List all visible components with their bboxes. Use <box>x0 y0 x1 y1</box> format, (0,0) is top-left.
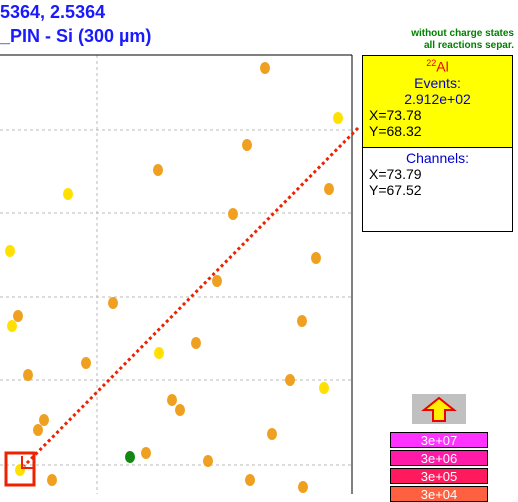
note: all reactions separ. <box>423 40 514 51</box>
value: 2.912e+02 <box>404 90 471 107</box>
channels-box: Channels: X=73.79 Y=67.52 <box>362 147 513 232</box>
dot <box>242 139 252 151</box>
dot <box>63 188 73 200</box>
scale-entry: 3e+07 <box>390 432 488 448</box>
label: Channels: <box>405 150 470 166</box>
dot <box>260 62 270 74</box>
dot <box>7 320 17 332</box>
note: without charge states <box>411 28 514 39</box>
dot <box>141 447 151 459</box>
mass: 22 <box>426 58 437 68</box>
dot <box>47 474 57 486</box>
value: X=73.78 <box>369 106 422 123</box>
dot <box>285 374 295 386</box>
dot <box>5 245 15 257</box>
dot <box>203 455 213 467</box>
arrow-head <box>21 456 34 469</box>
dot <box>13 310 23 322</box>
dot <box>154 347 164 359</box>
dot <box>191 337 201 349</box>
dot <box>81 357 91 369</box>
plot <box>0 54 360 494</box>
dot <box>33 424 43 436</box>
selection <box>4 451 36 487</box>
dot <box>298 481 308 493</box>
scale-entry: 3e+05 <box>390 468 488 484</box>
dots <box>5 62 343 493</box>
info-box: 22Al Events: 2.912e+02 X=73.78 Y=68.32 <box>362 55 513 148</box>
grid <box>0 55 352 494</box>
dot <box>324 183 334 195</box>
element: Al <box>436 58 449 75</box>
title: 5364, 2.5364 <box>0 2 106 22</box>
dot <box>267 428 277 440</box>
dot <box>228 208 238 220</box>
dot <box>153 164 163 176</box>
value: X=73.79 <box>369 166 422 182</box>
dot <box>175 404 185 416</box>
dot <box>333 112 343 124</box>
dot <box>297 315 307 327</box>
scale-entry: 3e+04 <box>390 486 488 502</box>
dot <box>311 252 321 264</box>
dot <box>15 464 25 476</box>
value: Y=68.32 <box>369 122 422 139</box>
dot <box>39 414 49 426</box>
pointer <box>22 126 360 468</box>
dot <box>125 451 135 463</box>
up-button[interactable] <box>412 394 466 424</box>
value: Y=67.52 <box>369 182 422 198</box>
dot <box>212 275 222 287</box>
subtitle: _PIN - Si (300 µm) <box>0 26 152 46</box>
dot <box>167 394 177 406</box>
dot <box>319 382 329 394</box>
dot <box>108 297 118 309</box>
scale-entry: 3e+06 <box>390 450 488 466</box>
label: Events: <box>414 74 461 91</box>
dot <box>245 474 255 486</box>
dot <box>23 369 33 381</box>
